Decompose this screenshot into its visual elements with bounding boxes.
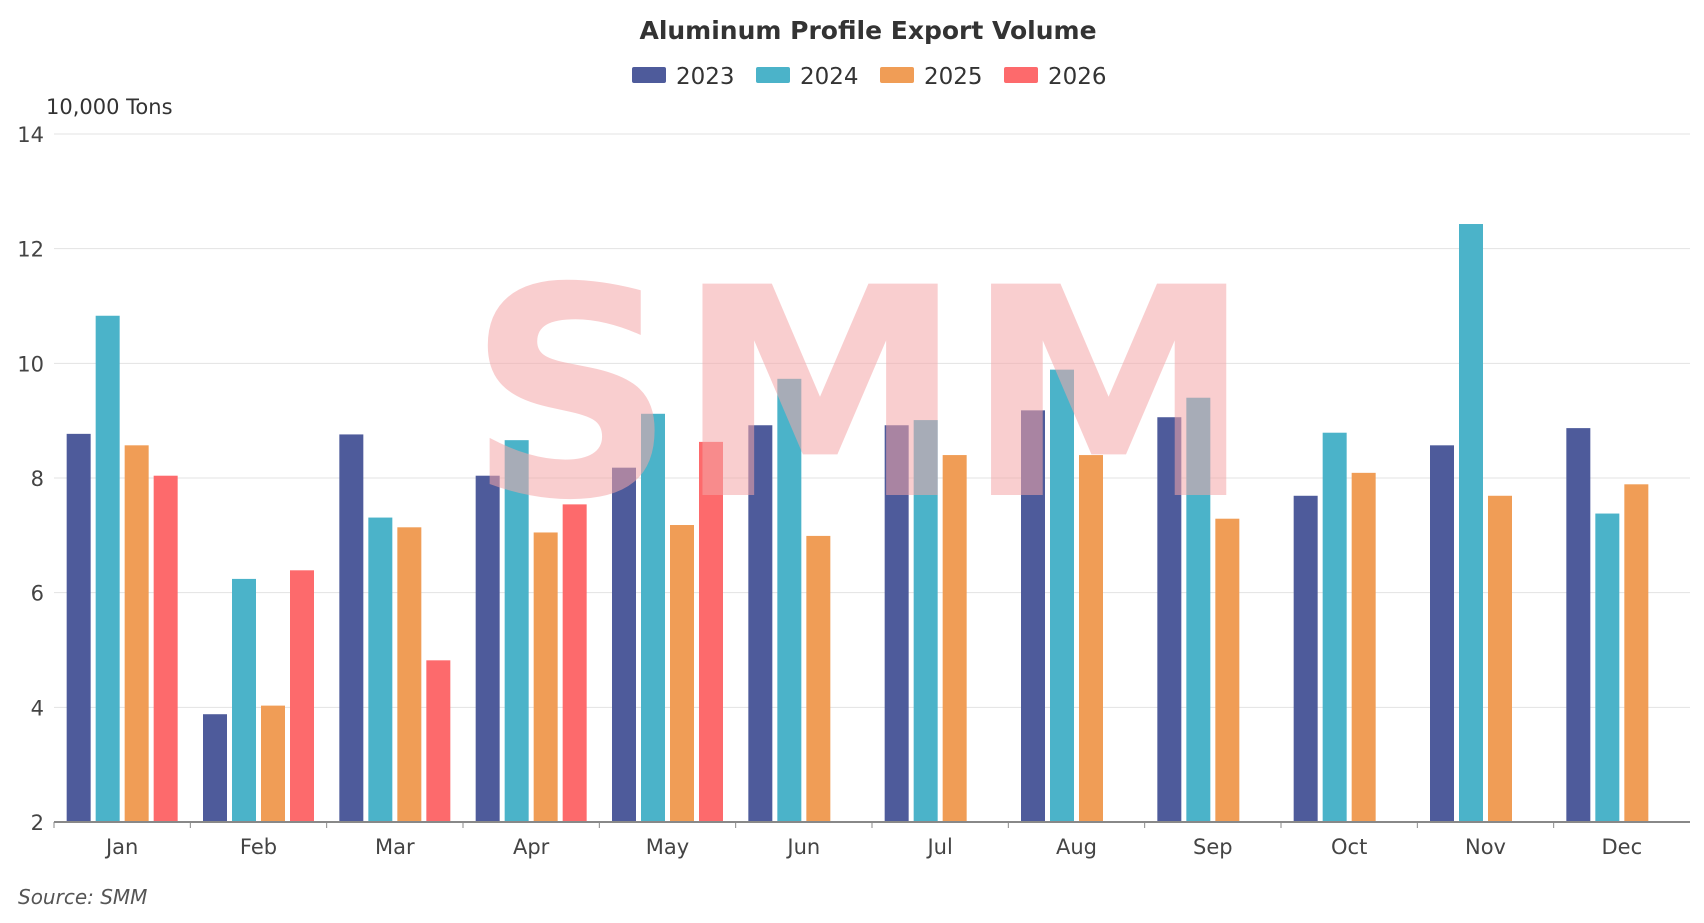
bar-2023-aug (1021, 410, 1045, 822)
x-axis-ticks: Jan Feb Mar Apr May Jun Jul Aug Sep Oct Nov Dec (53, 822, 1643, 859)
bar-2024-aug (1050, 369, 1074, 822)
bar-2023-may (612, 467, 636, 822)
x-tick-label: Jun (785, 835, 820, 859)
y-tick-label: 12 (17, 238, 44, 262)
bar-2023-jul (884, 425, 909, 822)
bar-2025-jan (124, 445, 149, 822)
bar-2025-jun (806, 535, 831, 822)
bar-2026-feb (290, 570, 314, 822)
source-note: Source: SMM (18, 885, 147, 909)
bar-2025-mar (397, 527, 422, 822)
x-tick-label: Apr (513, 835, 550, 859)
bar-2025-nov (1488, 495, 1512, 822)
bar-2023-mar (339, 434, 364, 822)
bar-2025-apr (533, 532, 558, 822)
legend-item-2023[interactable]: 2023 (632, 64, 735, 90)
legend-label: 2024 (800, 64, 859, 90)
bar-2024-may (641, 413, 665, 822)
y-tick-label: 6 (31, 582, 44, 606)
x-tick-label: Sep (1193, 835, 1233, 859)
legend-label: 2023 (676, 64, 735, 90)
bar-2024-apr (504, 440, 529, 822)
x-tick-label: Feb (240, 835, 277, 859)
x-tick-label: Oct (1331, 835, 1367, 859)
x-tick-label: Aug (1056, 835, 1097, 859)
bar-2023-feb (203, 714, 227, 822)
bar-2023-dec (1566, 428, 1591, 822)
y-axis-unit-label: 10,000 Tons (46, 95, 173, 119)
bar-2026-mar (426, 660, 451, 822)
x-tick-label: May (646, 835, 689, 859)
x-tick-label: Jul (925, 835, 952, 859)
bar-2023-jan (66, 433, 91, 822)
bar-2026-may (699, 441, 723, 822)
bar-2023-apr (475, 475, 500, 822)
legend-swatch (632, 67, 666, 83)
y-axis-ticks: 2 4 6 8 10 12 14 (17, 123, 44, 835)
legend-item-2025[interactable]: 2025 (880, 64, 983, 90)
bar-2024-jan (95, 315, 120, 822)
bar-2023-jun (748, 425, 773, 822)
y-tick-label: 2 (31, 811, 44, 835)
bar-2026-jan (153, 475, 178, 822)
y-tick-label: 4 (31, 696, 44, 720)
y-tick-label: 10 (17, 352, 44, 376)
bar-2025-feb (261, 705, 285, 822)
legend-swatch (1004, 67, 1038, 83)
bar-2024-oct (1322, 432, 1347, 822)
watermark-logo: SMM (467, 227, 1253, 564)
bar-2025-aug (1079, 455, 1103, 822)
bar-2023-oct (1293, 495, 1318, 822)
legend-swatch (756, 67, 790, 83)
bar-2024-nov (1459, 224, 1483, 823)
bar-2024-jul (913, 420, 938, 822)
bar-2024-dec (1595, 513, 1620, 822)
x-tick-label: Dec (1602, 835, 1643, 859)
chart-title: Aluminum Profile Export Volume (639, 16, 1096, 45)
legend-item-2024[interactable]: 2024 (756, 64, 859, 90)
bars (66, 224, 1649, 823)
bar-2025-jul (942, 455, 967, 822)
bar-2025-dec (1624, 484, 1649, 822)
legend-label: 2026 (1048, 64, 1107, 90)
gridlines (54, 133, 1690, 708)
bar-2024-mar (368, 517, 393, 822)
legend[interactable]: 2023 2024 2025 2026 (632, 64, 1107, 90)
bar-2023-nov (1430, 445, 1454, 822)
bar-2025-sep (1215, 518, 1240, 822)
y-tick-label: 8 (31, 467, 44, 491)
y-tick-label: 14 (17, 123, 44, 147)
legend-swatch (880, 67, 914, 83)
x-tick-label: Mar (375, 835, 415, 859)
bar-2026-apr (562, 504, 587, 822)
bar-2025-may (670, 525, 694, 822)
bar-2024-feb (232, 578, 256, 822)
bar-2024-jun (777, 378, 802, 822)
bar-2024-sep (1186, 397, 1211, 822)
legend-label: 2025 (924, 64, 983, 90)
bar-2023-sep (1157, 417, 1182, 822)
x-tick-label: Jan (104, 835, 138, 859)
bar-2025-oct (1351, 472, 1376, 822)
x-tick-label: Nov (1465, 835, 1506, 859)
legend-item-2026[interactable]: 2026 (1004, 64, 1107, 90)
